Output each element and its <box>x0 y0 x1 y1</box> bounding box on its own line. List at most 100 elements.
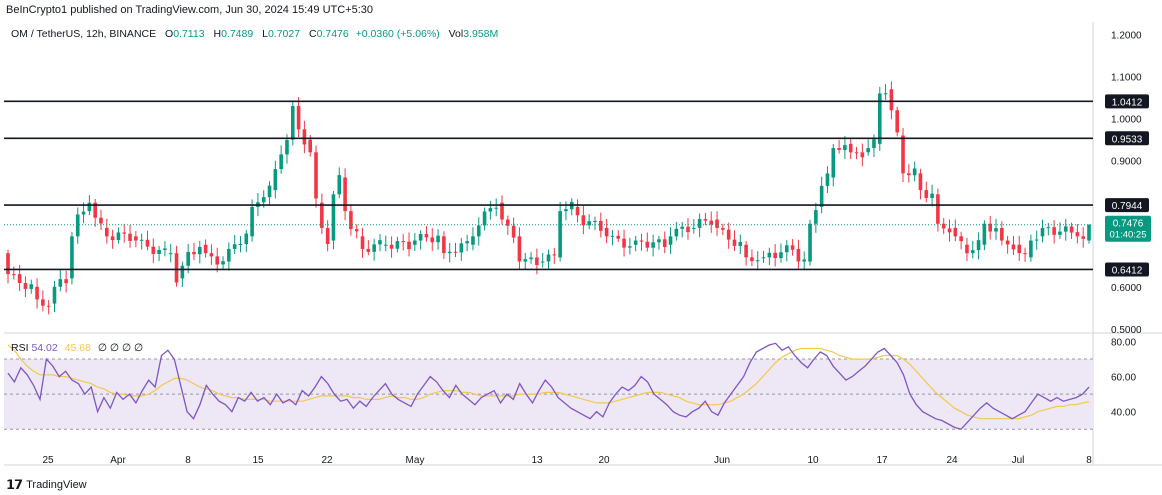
rsi-axis-tick: 40.00 <box>1111 408 1136 419</box>
candle-body <box>6 253 10 275</box>
symbol-name[interactable]: OM / TetherUS, 12h, BINANCE <box>11 28 157 40</box>
candle-body <box>23 283 28 289</box>
candle-body <box>633 240 638 245</box>
publish-header: BeInCrypto1 published on TradingView.com… <box>6 4 374 16</box>
candle-body <box>697 218 702 228</box>
level-price-label-bg <box>1105 94 1149 109</box>
time-axis-tick: 22 <box>321 455 333 466</box>
level-price-label-bg <box>1105 198 1149 213</box>
candle-body <box>779 252 783 259</box>
candle-body <box>814 210 818 224</box>
candle-body <box>331 194 336 241</box>
candle-body <box>511 225 516 238</box>
candle-body <box>128 233 132 241</box>
low-value: 0.7027 <box>267 28 301 40</box>
candle-body <box>302 129 307 145</box>
candle-body <box>802 259 807 262</box>
candle-body <box>790 245 795 250</box>
candle-body <box>1023 253 1027 255</box>
candle-body <box>1063 226 1068 232</box>
time-axis-tick: Jul <box>1012 455 1025 466</box>
candle-body <box>389 244 394 249</box>
candle-body <box>616 235 621 239</box>
candle-body <box>267 185 272 198</box>
candle-body <box>1034 239 1039 241</box>
level-price-label: 0.7944 <box>1112 201 1143 212</box>
candle-body <box>1058 231 1062 235</box>
candle-body <box>250 206 254 237</box>
candle-body <box>459 243 464 253</box>
candle-body <box>738 242 743 246</box>
candle-body <box>610 235 615 237</box>
candle-body <box>552 254 557 256</box>
candle-body <box>110 236 115 241</box>
candle-body <box>337 175 342 195</box>
candle-body <box>843 145 847 150</box>
time-axis-tick: 13 <box>531 455 543 466</box>
candle-body <box>755 260 760 262</box>
candle-body <box>227 248 231 262</box>
candle-body <box>104 227 109 237</box>
candle-body <box>889 89 894 111</box>
candle-body <box>965 244 969 254</box>
candle-body <box>58 279 63 287</box>
candle-body <box>657 239 661 243</box>
candle-body <box>866 148 870 153</box>
candle-body <box>959 236 963 242</box>
candle-body <box>320 202 324 228</box>
candle-body <box>180 265 185 279</box>
rsi-line <box>7 342 1090 430</box>
candle-body <box>46 305 51 307</box>
candle-body <box>465 241 469 244</box>
high-value: 0.7489 <box>221 28 254 40</box>
candle-body <box>35 286 39 300</box>
candle-body <box>17 274 22 284</box>
candle-body <box>64 279 68 284</box>
candle-body <box>424 233 429 238</box>
candle-body <box>709 220 714 225</box>
rsi-legend-value: 54.02 <box>31 342 58 354</box>
candle-body <box>197 246 202 255</box>
close-label: C <box>309 28 317 40</box>
volume-value: 3.958M <box>463 28 499 40</box>
candle-body <box>767 252 772 258</box>
candle-body <box>261 197 266 203</box>
candle-body <box>912 168 917 176</box>
time-axis-tick: 25 <box>42 455 54 466</box>
tradingview-logo[interactable]: 𝟭𝟳 TradingView <box>6 477 87 493</box>
rsi-ma-line <box>7 344 1090 420</box>
candle-body <box>232 244 237 249</box>
rsi-legend[interactable]: RSI 54.02 45.68 ∅ ∅ ∅ ∅ <box>11 342 143 354</box>
candle-body <box>517 236 522 262</box>
candle-body <box>378 240 382 245</box>
price-axis-tick: 1.0000 <box>1111 115 1142 126</box>
candle-body <box>825 173 830 186</box>
candle-body <box>413 240 417 245</box>
candle-body <box>854 152 859 154</box>
candle-body <box>970 250 975 254</box>
candle-body <box>366 248 371 252</box>
candle-body <box>796 248 801 262</box>
candle-body <box>87 202 92 212</box>
candle-body <box>976 240 981 251</box>
candle-body <box>93 202 97 218</box>
open-label: O <box>165 28 174 40</box>
candle-body <box>471 236 475 245</box>
level-price-label-bg <box>1105 131 1149 146</box>
candle-body <box>639 240 644 242</box>
candle-body <box>395 241 400 249</box>
price-axis-tick: 0.6000 <box>1111 283 1142 294</box>
candle-body <box>401 241 406 243</box>
candle-body <box>174 253 179 283</box>
rsi-legend-label: RSI <box>11 342 29 354</box>
change-value: +0.0360 (+5.06%) <box>355 28 440 40</box>
candle-body <box>593 220 597 222</box>
time-axis-tick: 20 <box>598 455 610 466</box>
candle-body <box>918 173 923 191</box>
rsi-axis-tick: 80.00 <box>1111 338 1136 349</box>
candle-body <box>476 225 481 237</box>
candle-body <box>139 239 144 241</box>
candle-body <box>691 227 696 229</box>
candle-body <box>116 232 121 241</box>
